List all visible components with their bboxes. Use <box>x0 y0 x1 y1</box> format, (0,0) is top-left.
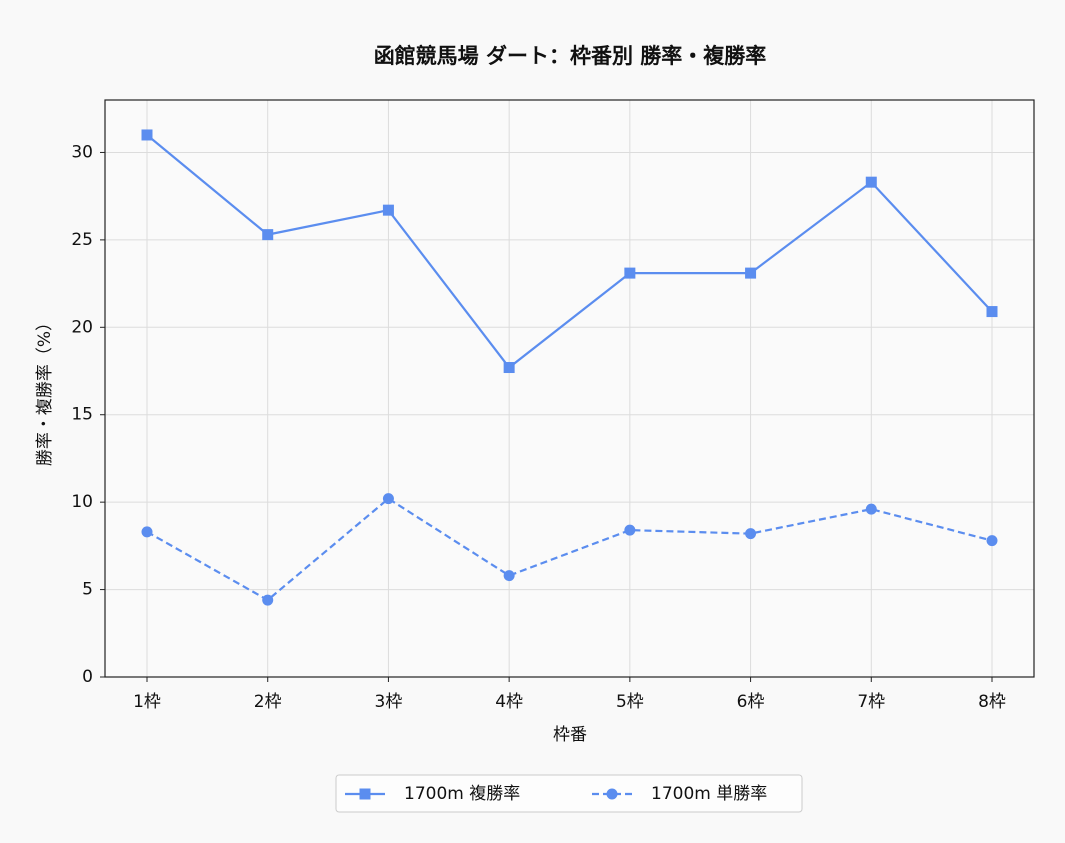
x-tick-label: 4枠 <box>495 692 523 712</box>
x-tick-label: 1枠 <box>133 692 161 712</box>
legend-label: 1700m 複勝率 <box>404 784 520 804</box>
marker <box>141 129 153 141</box>
marker <box>382 493 394 505</box>
series-layer <box>141 129 998 606</box>
x-tick-label: 7枠 <box>857 692 885 712</box>
y-tick-label: 30 <box>71 142 93 162</box>
marker <box>503 570 515 582</box>
series-line <box>146 134 993 370</box>
y-tick-label: 10 <box>71 492 93 512</box>
x-tick-label: 6枠 <box>737 692 765 712</box>
x-axis-label: 枠番 <box>553 725 587 745</box>
x-tick-label: 2枠 <box>254 692 282 712</box>
y-tick-label: 5 <box>82 580 93 600</box>
marker <box>865 503 877 515</box>
x-tick-label: 3枠 <box>375 692 403 712</box>
x-tick-label: 5枠 <box>616 692 644 712</box>
legend <box>335 774 803 813</box>
y-axis-label: 勝率・複勝率（%） <box>35 314 55 466</box>
marker <box>359 788 371 800</box>
marker <box>624 524 636 536</box>
marker <box>262 594 274 606</box>
marker <box>503 362 515 374</box>
marker <box>262 229 274 241</box>
marker <box>382 204 394 216</box>
y-tick-label: 15 <box>71 405 93 425</box>
x-tick-label: 8枠 <box>978 692 1006 712</box>
y-tick-label: 0 <box>82 667 93 687</box>
marker <box>986 306 998 318</box>
marker <box>745 267 757 279</box>
marker <box>606 788 618 800</box>
plot-frame <box>104 99 1035 678</box>
marker <box>865 176 877 188</box>
marker <box>986 535 998 547</box>
legend-label: 1700m 単勝率 <box>651 784 767 804</box>
y-tick-label: 20 <box>71 317 93 337</box>
chart-title: 函館競馬場 ダート：枠番別 勝率・複勝率 <box>374 44 767 68</box>
marker <box>745 528 757 540</box>
marker <box>141 526 153 538</box>
marker <box>624 267 636 279</box>
y-tick-label: 25 <box>71 230 93 250</box>
plot-area <box>105 100 1034 677</box>
